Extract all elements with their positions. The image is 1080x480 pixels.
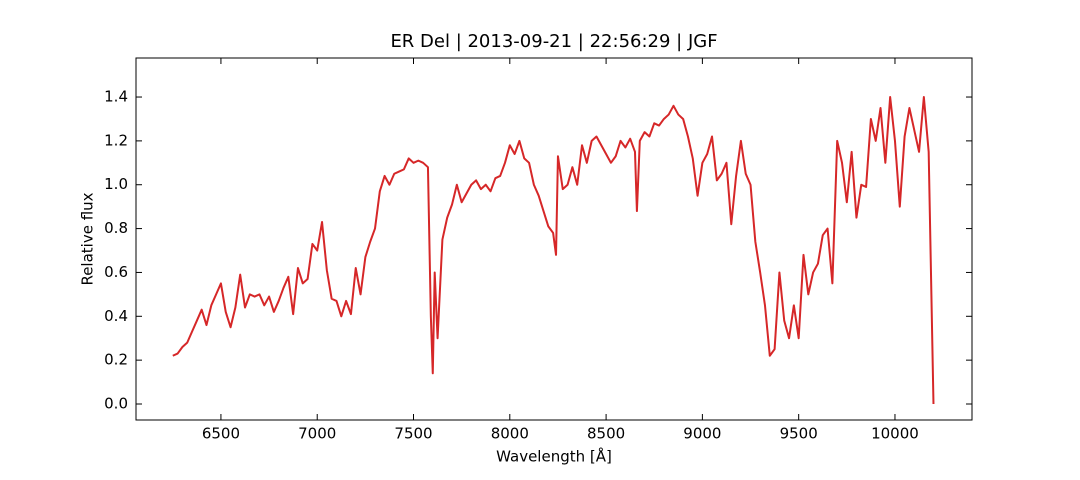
x-tick-label: 9000 xyxy=(683,425,721,443)
x-tick-label: 7500 xyxy=(394,425,432,443)
y-tick-label: 1.4 xyxy=(104,88,128,106)
x-tick-label: 7000 xyxy=(298,425,336,443)
x-tick-label: 10000 xyxy=(871,425,919,443)
y-tick-label: 0.0 xyxy=(104,394,128,412)
y-tick-label: 0.6 xyxy=(104,263,128,281)
x-tick-label: 8000 xyxy=(491,425,529,443)
x-tick-label: 8500 xyxy=(587,425,625,443)
y-tick-label: 1.2 xyxy=(104,131,128,149)
y-tick-label: 1.0 xyxy=(104,175,128,193)
plot-frame xyxy=(135,57,973,421)
y-tick-label: 0.8 xyxy=(104,219,128,237)
spectrum-line xyxy=(172,96,935,405)
y-tick-label: 0.4 xyxy=(104,307,128,325)
x-axis-label: Wavelength [Å] xyxy=(496,447,612,466)
chart-title: ER Del | 2013-09-21 | 22:56:29 | JGF xyxy=(390,31,717,52)
y-axis-label: Relative flux xyxy=(79,192,97,285)
x-tick-label: 6500 xyxy=(202,425,240,443)
x-tick-label: 9500 xyxy=(780,425,818,443)
y-tick-label: 0.2 xyxy=(104,351,128,369)
